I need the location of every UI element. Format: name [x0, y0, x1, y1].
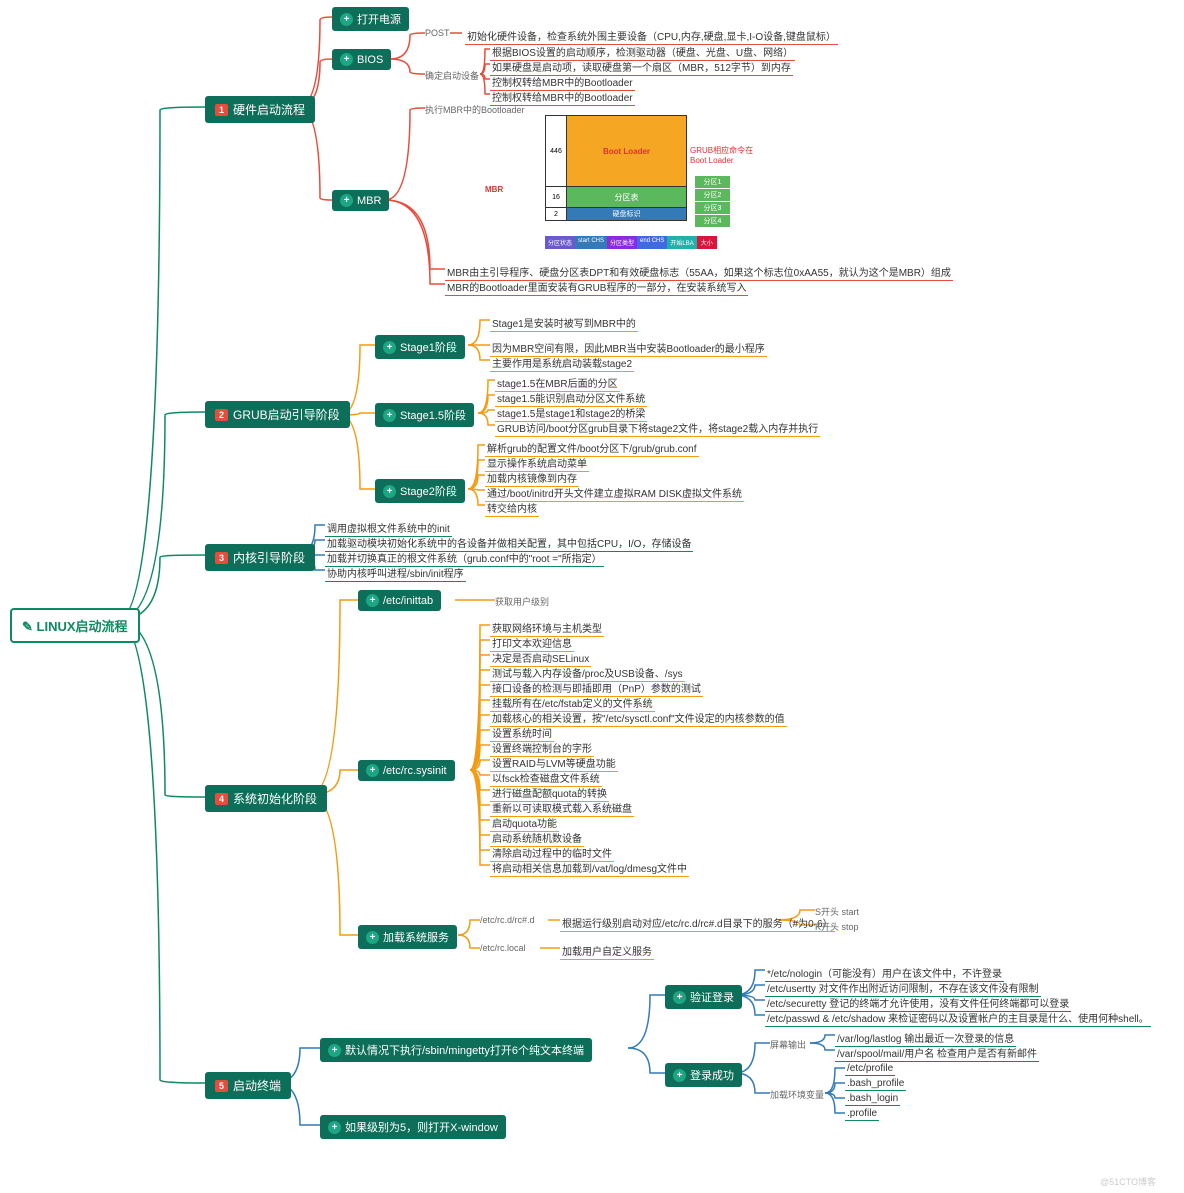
watermark: @51CTO博客 — [1100, 1175, 1156, 1188]
suc-h1: 加载环境变量 — [770, 1088, 824, 1101]
plus-icon: + — [340, 194, 353, 207]
rc-16: 将启动相关信息加载到/vat/log/dmesg文件中 — [490, 859, 689, 877]
sub-power[interactable]: +打开电源 — [332, 7, 409, 31]
v3: /etc/passwd & /etc/shadow 来检证密码以及设置帐户的主目… — [765, 1009, 1151, 1027]
bios-boot: 确定启动设备 — [425, 69, 479, 82]
lvl-terminal[interactable]: 5启动终端 — [205, 1072, 291, 1099]
env2: .bash_login — [845, 1092, 900, 1106]
s1-0: Stage1是安装时被写到MBR中的 — [490, 314, 638, 332]
sub-mbr[interactable]: +MBR — [332, 190, 389, 211]
env1: .bash_profile — [845, 1077, 906, 1091]
svc-e0: S开头 start — [815, 905, 859, 918]
suc-h0: 屏幕输出 — [770, 1038, 806, 1051]
mbr-l1: MBR的Bootloader里面安装有GRUB程序的一部分，在安装系统写入 — [445, 278, 748, 296]
out1: /var/spool/mail/用户名 检查用户是否有新邮件 — [835, 1044, 1039, 1062]
lvl-kernel[interactable]: 3内核引导阶段 — [205, 544, 315, 571]
s1-2: 主要作用是系统启动装载stage2 — [490, 354, 634, 372]
env3: .profile — [845, 1107, 879, 1121]
plus-icon: + — [340, 53, 353, 66]
sub-success[interactable]: +登录成功 — [665, 1063, 742, 1087]
sub-stage15[interactable]: +Stage1.5阶段 — [375, 403, 474, 427]
sub-stage2[interactable]: +Stage2阶段 — [375, 479, 465, 503]
root-node[interactable]: LINUX启动流程 — [10, 608, 140, 643]
bios-post: POST — [425, 28, 450, 38]
svc-h0: /etc/rc.d/rc#.d — [480, 915, 535, 925]
plus-icon: + — [340, 13, 353, 26]
mbr-diagram: MBR 446Boot Loader 16分区表 2硬盘标识 GRUB相应命令在… — [510, 115, 760, 249]
s15-3: GRUB访问/boot分区grub目录下将stage2文件，将stage2载入内… — [495, 419, 820, 437]
svc-l1: 加载用户自定义服务 — [560, 942, 654, 960]
svc-h1: /etc/rc.local — [480, 943, 526, 953]
lvl-hardware[interactable]: 1硬件启动流程 — [205, 96, 315, 123]
sub-mingetty[interactable]: +默认情况下执行/sbin/mingetty打开6个纯文本终端 — [320, 1038, 592, 1062]
inittab-l: 获取用户级别 — [495, 595, 549, 608]
sub-inittab[interactable]: +/etc/inittab — [358, 590, 441, 611]
sub-verify[interactable]: +验证登录 — [665, 985, 742, 1009]
env0: /etc/profile — [845, 1062, 895, 1076]
sub-xwindow[interactable]: +如果级别为5，则打开X-window — [320, 1115, 506, 1139]
lvl-grub[interactable]: 2GRUB启动引导阶段 — [205, 401, 350, 428]
sub-stage1[interactable]: +Stage1阶段 — [375, 335, 465, 359]
s2-4: 转交给内核 — [485, 499, 539, 517]
lvl-sysinit[interactable]: 4系统初始化阶段 — [205, 785, 327, 812]
svc-e1: K开头 stop — [815, 920, 859, 933]
sub-rcsysinit[interactable]: +/etc/rc.sysinit — [358, 760, 455, 781]
svc-l0: 根据运行级别启动对应/etc/rc.d/rc#.d目录下的服务（#为0-6） — [560, 914, 835, 932]
sub-bios[interactable]: +BIOS — [332, 49, 391, 70]
sub-svcload[interactable]: +加载系统服务 — [358, 925, 457, 949]
k3: 协助内核呼叫进程/sbin/init程序 — [325, 564, 466, 582]
